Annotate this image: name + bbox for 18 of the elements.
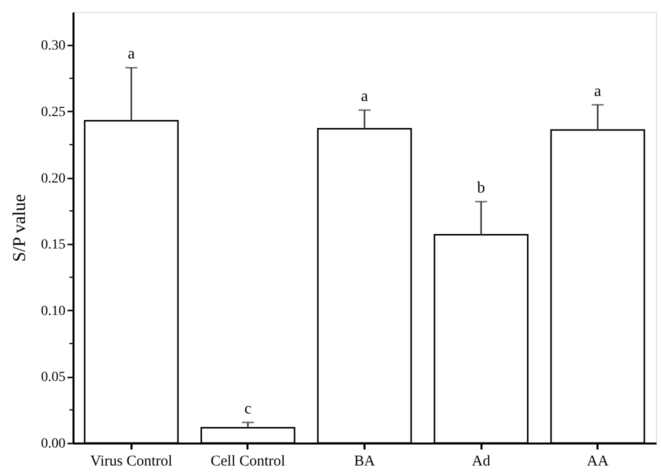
y-tick-label: 0.30 — [41, 38, 66, 54]
y-tick-label: 0.25 — [41, 104, 66, 120]
x-tick-label: BA — [354, 454, 376, 470]
y-tick-label: 0.00 — [41, 436, 66, 452]
x-tick-label: Ad — [472, 454, 491, 470]
annotation: c — [244, 400, 252, 418]
y-tick-label: 0.20 — [41, 171, 66, 186]
y-tick-label: 0.10 — [41, 304, 66, 319]
x-tick-label: Virus Control — [90, 454, 172, 470]
annotation: a — [128, 46, 135, 63]
annotation: b — [477, 180, 486, 197]
x-tick-label: AA — [586, 454, 609, 470]
y-tick-label: 0.05 — [41, 370, 66, 386]
y-tick-label: 0.15 — [41, 238, 66, 253]
y-axis-title: S/P value — [9, 194, 29, 262]
annotation: a — [360, 88, 368, 106]
x-tick-label: Cell Control — [210, 454, 286, 470]
annotation: a — [594, 82, 602, 100]
